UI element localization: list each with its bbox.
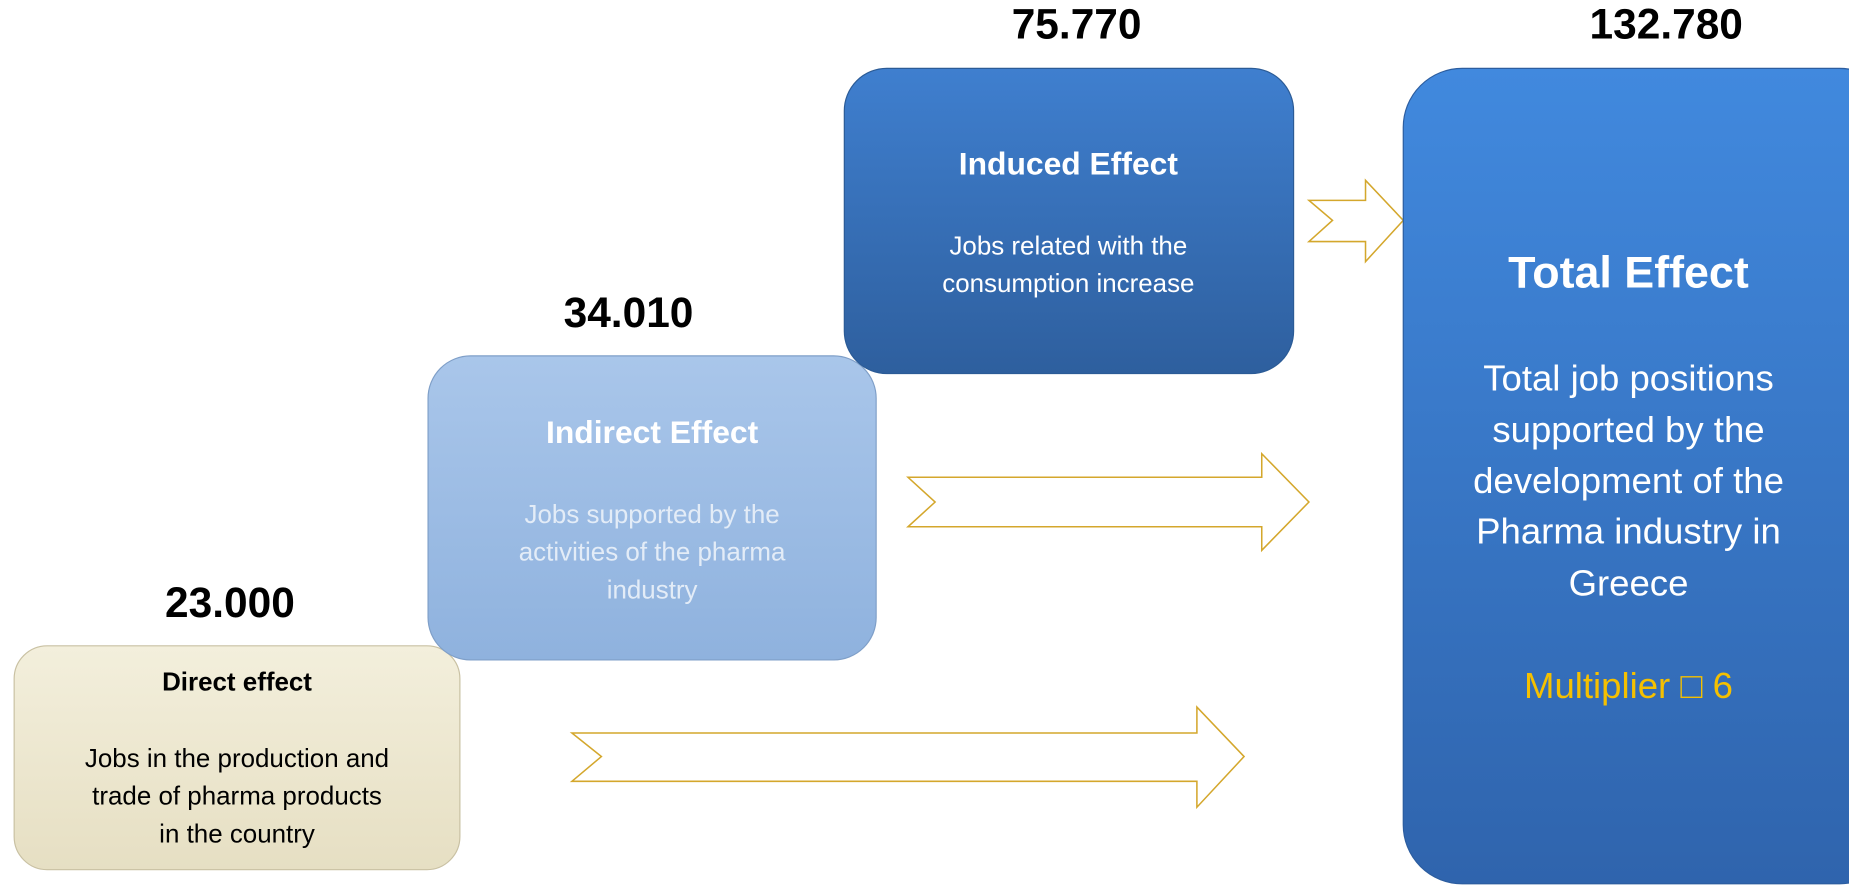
multiplier: Multiplier □ 6 — [1524, 665, 1733, 706]
induced-box — [843, 67, 1295, 375]
direct-box — [13, 645, 461, 871]
box-title: Total Effect — [1508, 248, 1749, 298]
arrow — [906, 451, 1310, 553]
total-box — [1402, 67, 1849, 885]
indirect-box — [427, 355, 877, 661]
box-title: Induced Effect — [959, 146, 1179, 182]
box-text: supported by the — [1492, 409, 1764, 450]
value: 75.770 — [1012, 0, 1142, 47]
arrow — [1306, 178, 1405, 264]
box-text: in the country — [159, 820, 315, 848]
arrows — [569, 178, 1405, 810]
box-text: trade of pharma products — [92, 783, 382, 811]
box-text: Greece — [1569, 562, 1689, 603]
arrow — [569, 705, 1246, 810]
value: 34.010 — [564, 289, 694, 336]
box-text: development of the — [1473, 460, 1784, 501]
box-title: Indirect Effect — [546, 414, 759, 450]
box-text: activities of the pharma — [519, 539, 786, 567]
box-text: Total job positions — [1483, 357, 1774, 398]
box-text: Jobs in the production and — [85, 745, 389, 773]
box-text: consumption increase — [942, 270, 1194, 298]
box-text: industry — [607, 576, 698, 604]
box-text: Jobs supported by the — [525, 501, 780, 529]
value: 23.000 — [165, 579, 295, 626]
box-text: Jobs related with the — [949, 232, 1187, 260]
box-title: Direct effect — [162, 668, 312, 696]
value: 132.780 — [1590, 0, 1743, 47]
box-text: Pharma industry in — [1476, 510, 1781, 551]
